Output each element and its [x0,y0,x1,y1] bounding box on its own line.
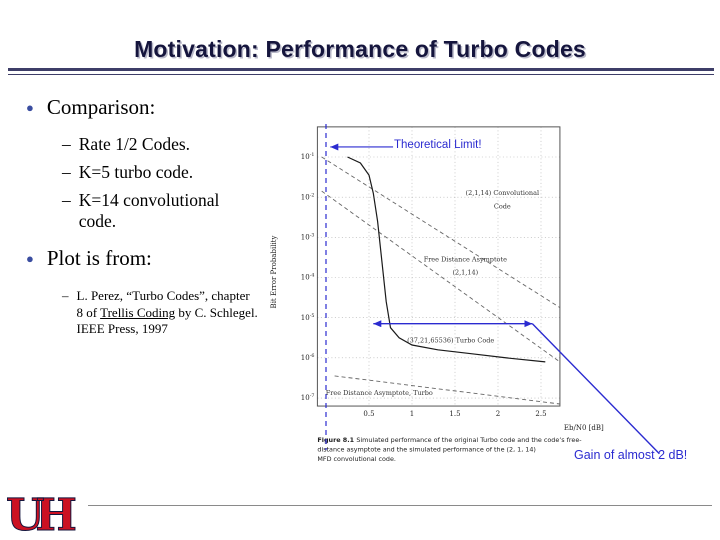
sub-bullet-k5: – K=5 turbo code. [62,162,193,183]
bullet-plot-from: ● Plot is from: [26,246,152,271]
bullet-marker-icon: ● [26,100,34,115]
citation-pre: L. Perez, “Turbo Codes”, chapter 8 of [76,288,250,320]
svg-text:10-2: 10-2 [301,192,315,201]
svg-text:distance asymptote and the sim: distance asymptote and the simulated per… [317,446,536,454]
bullet-marker-icon: ● [26,251,34,266]
svg-text:Eb/N0 [dB]: Eb/N0 [dB] [564,424,604,432]
uh-logo: UH [6,490,85,539]
bullet-comparison-label: Comparison: [46,95,156,119]
sub-bullet-k14: – K=14 convolutional code. [62,190,246,232]
svg-text:(37,21,65536) Turbo Code: (37,21,65536) Turbo Code [407,337,494,345]
bullet-plot-from-label: Plot is from: [46,246,152,270]
citation-post: by C. Schlegel. IEEE Press, 1997 [76,304,258,337]
citation-underline: Trellis Coding [100,304,176,320]
svg-text:2.5: 2.5 [535,410,546,418]
svg-text:10-3: 10-3 [301,233,315,242]
svg-text:1.5: 1.5 [449,410,460,418]
svg-text:1: 1 [410,410,414,418]
sub-bullet-rate: – Rate 1/2 Codes. [62,134,190,155]
svg-text:10-5: 10-5 [301,313,315,322]
svg-text:Figure 8.1 Simulated performa: Figure 8.1 Simulated performance of the … [317,436,581,444]
page-title: Motivation: Performance of Turbo Codes [134,36,586,62]
dash-marker-icon: – [62,288,69,303]
svg-text:Free Distance Asymptote: Free Distance Asymptote [424,255,507,263]
svg-text:Free Distance Asymptote, Turbo: Free Distance Asymptote, Turbo [326,389,433,397]
svg-text:10-7: 10-7 [301,393,315,402]
title-rule-thin [8,74,714,75]
footer-rule [88,505,712,506]
svg-text:0.5: 0.5 [363,410,374,418]
sub-bullet-k5-label: K=5 turbo code. [78,162,194,182]
dash-marker-icon: – [62,190,71,210]
svg-text:MFD convolutional code.: MFD convolutional code. [317,455,396,463]
svg-text:10-6: 10-6 [301,353,315,362]
dash-marker-icon: – [62,134,71,154]
citation-text: L. Perez, “Turbo Codes”, chapter 8 of Tr… [77,288,259,338]
dash-marker-icon: – [62,162,71,182]
svg-text:Bit Error Probability: Bit Error Probability [270,236,278,309]
title-rule-thick [8,68,714,71]
svg-text:(2,1,14): (2,1,14) [452,269,478,277]
sub-bullet-k14-label: K=14 convolutional code. [78,190,220,231]
figure-chart: 10-1 10-2 10-3 10-4 10-5 10-6 10-7 0.5 1 1.5 2 2.5 E… [262,122,720,474]
svg-text:(2,1,14) Convolutional: (2,1,14) Convolutional [466,189,539,197]
annotation-theoretical-limit: Theoretical Limit! [394,139,482,151]
svg-text:Code: Code [494,202,511,210]
ber-chart-svg: 10-1 10-2 10-3 10-4 10-5 10-6 10-7 0.5 1 1.5 2 2.5 E… [270,124,660,463]
sub-bullet-rate-label: Rate 1/2 Codes. [78,134,191,154]
annotation-gain: Gain of almost 2 dB! [574,448,688,462]
bullet-comparison: ● Comparison: [26,95,155,120]
svg-text:10-4: 10-4 [301,273,315,282]
svg-text:2: 2 [496,410,500,418]
uh-logo-text: UH [6,490,75,538]
svg-text:10-1: 10-1 [301,152,315,161]
citation: – L. Perez, “Turbo Codes”, chapter 8 of … [62,288,259,338]
